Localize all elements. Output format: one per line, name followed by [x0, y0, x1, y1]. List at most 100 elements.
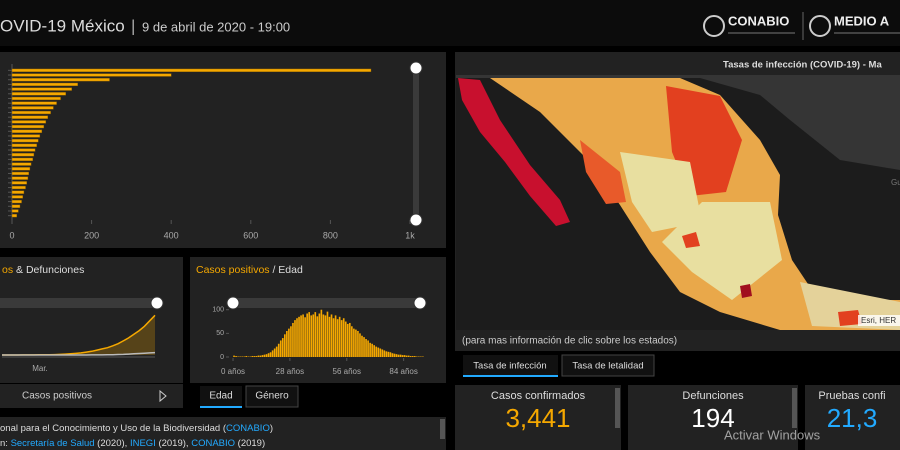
histogram-bar — [312, 314, 315, 357]
credits-link[interactable]: Secretaría de Salud — [11, 438, 95, 449]
histogram-bar — [365, 339, 367, 357]
trend-panel — [0, 257, 183, 383]
play-button[interactable] — [159, 389, 167, 403]
histogram-bar — [253, 356, 256, 357]
histogram-bar — [334, 315, 337, 357]
series-line — [2, 351, 156, 356]
title-part: & — [16, 264, 23, 276]
tab-label[interactable]: Tasa de letalidad — [572, 361, 643, 372]
stat-value: 21,3 — [827, 403, 878, 433]
tab-label[interactable]: Tasa de infección — [473, 361, 546, 372]
bar — [11, 162, 32, 166]
scrollbar — [792, 388, 797, 428]
histogram-bar — [255, 356, 258, 357]
semarnat-emblem — [809, 15, 831, 37]
stat-value: 3,441 — [505, 403, 570, 433]
histogram-bar — [379, 348, 382, 357]
map-label: Gu — [891, 178, 900, 187]
credits-link[interactable]: CONABIO — [191, 438, 235, 449]
histogram-bar — [371, 343, 373, 357]
histogram-bar — [342, 318, 345, 357]
histogram-bar — [245, 356, 248, 357]
stat-label: Defunciones — [682, 390, 744, 402]
range-track — [230, 298, 422, 308]
scroll-handle[interactable] — [409, 213, 423, 227]
histogram-bar — [235, 356, 237, 357]
map-note: (para mas información de clic sobre los … — [462, 336, 677, 347]
bar — [11, 101, 57, 105]
scroll-handle[interactable] — [409, 61, 423, 75]
credits-link[interactable]: CONABIO — [226, 423, 270, 434]
map-state[interactable] — [838, 310, 862, 326]
map-state[interactable] — [620, 152, 702, 232]
x-tick-label: 84 años — [389, 367, 417, 376]
histogram-bar — [292, 322, 294, 357]
histogram-bar — [395, 354, 398, 357]
histogram-bar — [387, 351, 390, 357]
tab[interactable] — [561, 354, 655, 377]
range-handle[interactable] — [150, 296, 164, 310]
histogram-bar — [409, 356, 412, 357]
credits-link[interactable]: INEGI — [130, 438, 156, 449]
histogram-bar — [355, 329, 357, 357]
histogram-bar — [383, 350, 386, 357]
histogram-bar — [265, 354, 268, 357]
range-handle[interactable] — [413, 296, 427, 310]
histogram-bar — [267, 353, 270, 357]
histogram-bar — [367, 340, 369, 357]
conabio-logo: CONABIO — [728, 13, 789, 28]
range-handle[interactable] — [226, 296, 240, 310]
histogram-bar — [399, 354, 402, 357]
panel-title: Casos positivos / Edad — [196, 264, 303, 276]
histogram-bar — [310, 315, 313, 357]
bar — [11, 82, 78, 87]
histogram-bar — [385, 351, 388, 357]
tab-active[interactable] — [463, 355, 558, 376]
histogram-bar — [304, 317, 306, 357]
map-state[interactable] — [682, 232, 700, 248]
histogram-bar — [300, 315, 302, 357]
x-tick-label: 200 — [84, 230, 99, 240]
histogram-bar — [298, 316, 300, 357]
histogram-bar — [308, 312, 311, 357]
bar — [11, 87, 72, 91]
histogram-bar — [381, 349, 384, 357]
histogram-bar — [357, 331, 359, 357]
bar — [11, 153, 35, 157]
map-state[interactable] — [662, 202, 782, 300]
bar — [11, 195, 23, 199]
bar — [11, 124, 45, 129]
map-state[interactable] — [458, 78, 570, 226]
histogram-bar — [271, 350, 274, 357]
bar — [11, 115, 49, 119]
histogram-bar — [353, 328, 355, 357]
bar — [11, 157, 33, 162]
scrollbar — [615, 388, 620, 428]
x-tick-label: 400 — [164, 230, 179, 240]
x-tick-label: 600 — [243, 230, 258, 240]
histogram-bar — [294, 320, 296, 357]
panel-title: os & Defunciones — [2, 264, 84, 276]
scroll-track — [413, 66, 419, 221]
map-land-us — [456, 75, 900, 170]
legend-entry: Casos positivos — [22, 391, 92, 402]
histogram-bar — [389, 352, 392, 357]
tab[interactable] — [245, 385, 299, 408]
histogram-bar — [302, 314, 304, 357]
map-state[interactable] — [740, 284, 752, 298]
map-state[interactable] — [580, 140, 626, 204]
histogram-bar — [340, 320, 343, 357]
bar — [11, 92, 66, 96]
bar — [11, 110, 51, 115]
tab-label[interactable]: Edad — [209, 391, 232, 402]
histogram-bar — [338, 316, 341, 357]
bar — [11, 120, 47, 124]
semarnat-logo: MEDIO A — [834, 13, 890, 28]
x-tick-label: 800 — [323, 230, 338, 240]
histogram-bar — [375, 346, 378, 357]
tab-active[interactable] — [200, 386, 242, 407]
histogram-bar — [344, 321, 347, 357]
bar — [11, 148, 36, 152]
tab-label[interactable]: Género — [255, 391, 289, 402]
